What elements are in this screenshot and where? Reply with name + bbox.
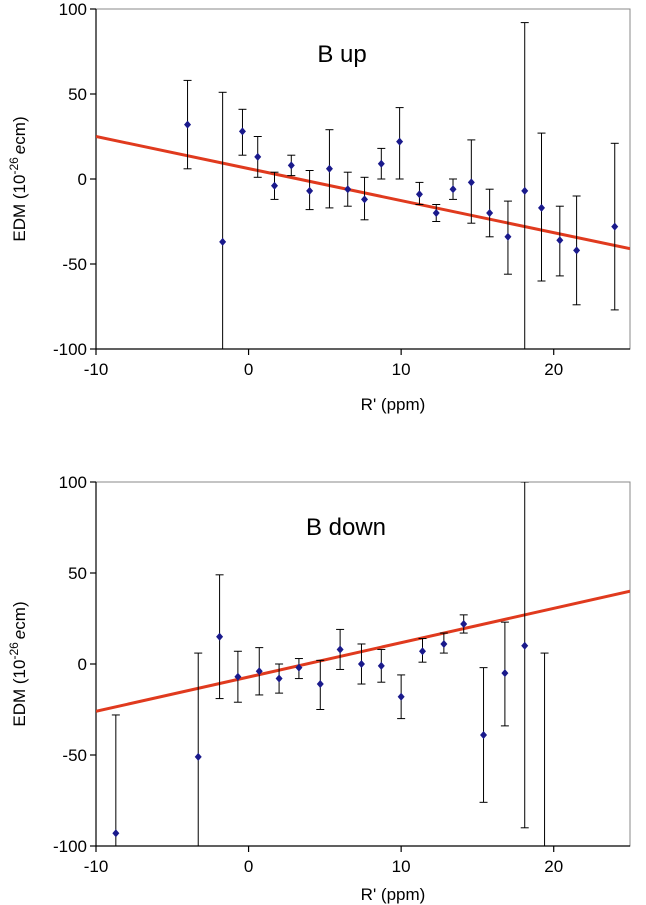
data-point: [486, 209, 494, 217]
data-point: [184, 120, 192, 129]
data-point: [501, 669, 509, 678]
y-tick-label: 50: [68, 85, 87, 104]
data-point: [415, 190, 423, 199]
x-tick-label: -10: [84, 857, 109, 876]
y-label-tail: cm): [10, 116, 29, 144]
y-tick-label: 0: [78, 655, 87, 674]
y-tick-label: 0: [78, 170, 87, 189]
y-tick-label: 100: [59, 473, 87, 492]
data-point: [440, 639, 448, 648]
data-point: [361, 195, 369, 204]
y-label-exponent: -26: [7, 642, 21, 660]
x-tick-label: 0: [244, 857, 253, 876]
data-point: [287, 161, 295, 170]
y-label-main: EDM (10: [10, 175, 29, 242]
fit-line: [96, 135, 630, 251]
y-tick-label: -50: [62, 255, 87, 274]
data-point: [336, 645, 344, 654]
chart-title: B down: [306, 514, 386, 541]
data-point: [344, 185, 352, 194]
data-point: [480, 730, 488, 739]
y-label-tail: cm): [10, 601, 29, 629]
y-label-exponent: -26: [7, 157, 21, 175]
data-point: [467, 178, 475, 187]
data-point: [521, 641, 529, 650]
data-point: [238, 127, 246, 136]
data-point: [504, 232, 512, 241]
data-point: [573, 246, 581, 255]
data-point: [538, 203, 546, 212]
y-axis-label: EDM (10-26 ecm): [7, 601, 29, 726]
data-point: [611, 222, 619, 231]
data-point: [521, 186, 529, 195]
y-tick-label: -100: [53, 837, 87, 856]
x-axis-label: R' (ppm): [361, 885, 426, 904]
x-axis-label: R' (ppm): [361, 395, 426, 414]
data-point: [216, 632, 224, 641]
x-tick-label: 0: [244, 360, 253, 379]
x-tick-label: 20: [544, 360, 563, 379]
data-point: [219, 237, 227, 246]
data-point: [325, 164, 333, 173]
data-point: [295, 663, 303, 672]
data-point: [194, 752, 202, 761]
y-tick-label: 100: [59, 0, 87, 19]
data-point: [306, 186, 314, 195]
y-tick-label: -50: [62, 746, 87, 765]
data-point: [460, 619, 468, 628]
data-point: [432, 209, 440, 217]
data-point: [255, 667, 263, 676]
x-tick-label: 10: [392, 857, 411, 876]
y-axis-label: EDM (10-26 ecm): [7, 116, 29, 241]
x-tick-label: 10: [392, 360, 411, 379]
data-point: [377, 661, 385, 670]
y-tick-label: -100: [53, 340, 87, 359]
data-point: [254, 152, 262, 161]
data-point: [316, 680, 324, 689]
data-point: [234, 672, 242, 681]
fit-line: [96, 589, 630, 713]
y-label-main: EDM (10: [10, 660, 29, 727]
data-layer: [96, 22, 630, 349]
data-point: [397, 692, 405, 701]
data-point: [275, 674, 283, 683]
data-point: [419, 647, 427, 656]
data-layer: [96, 482, 630, 846]
data-point: [271, 181, 279, 190]
chart-title: B up: [317, 41, 366, 68]
data-point: [377, 159, 385, 168]
x-tick-label: 20: [544, 857, 563, 876]
y-tick-label: 50: [68, 564, 87, 583]
data-point: [556, 236, 564, 245]
y-label-italic-e: e: [10, 145, 29, 154]
y-label-italic-e: e: [10, 630, 29, 639]
x-tick-label: -10: [84, 360, 109, 379]
data-point: [396, 137, 404, 146]
data-point: [112, 829, 120, 838]
data-point: [449, 185, 457, 194]
data-point: [357, 660, 365, 668]
